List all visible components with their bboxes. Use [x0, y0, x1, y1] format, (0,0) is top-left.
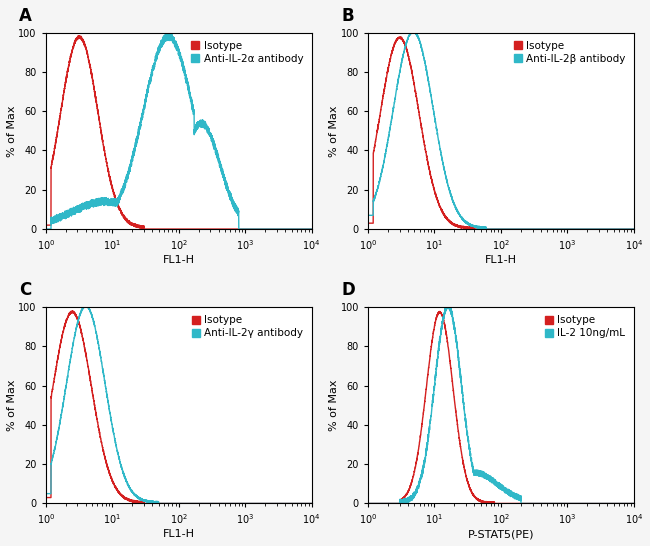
- Y-axis label: % of Max: % of Max: [329, 105, 339, 157]
- Legend: Isotype, Anti-IL-2α antibody: Isotype, Anti-IL-2α antibody: [188, 38, 306, 67]
- Y-axis label: % of Max: % of Max: [7, 379, 17, 431]
- X-axis label: FL1-H: FL1-H: [162, 254, 194, 265]
- Y-axis label: % of Max: % of Max: [329, 379, 339, 431]
- Text: A: A: [19, 7, 32, 25]
- X-axis label: P-STAT5(PE): P-STAT5(PE): [467, 529, 534, 539]
- Legend: Isotype, IL-2 10ng/mL: Isotype, IL-2 10ng/mL: [542, 312, 629, 342]
- X-axis label: FL1-H: FL1-H: [162, 529, 194, 539]
- Text: B: B: [341, 7, 354, 25]
- Text: C: C: [19, 281, 31, 299]
- Y-axis label: % of Max: % of Max: [7, 105, 17, 157]
- Text: D: D: [341, 281, 355, 299]
- Legend: Isotype, Anti-IL-2γ antibody: Isotype, Anti-IL-2γ antibody: [188, 312, 306, 342]
- X-axis label: FL1-H: FL1-H: [485, 254, 517, 265]
- Legend: Isotype, Anti-IL-2β antibody: Isotype, Anti-IL-2β antibody: [510, 38, 629, 67]
